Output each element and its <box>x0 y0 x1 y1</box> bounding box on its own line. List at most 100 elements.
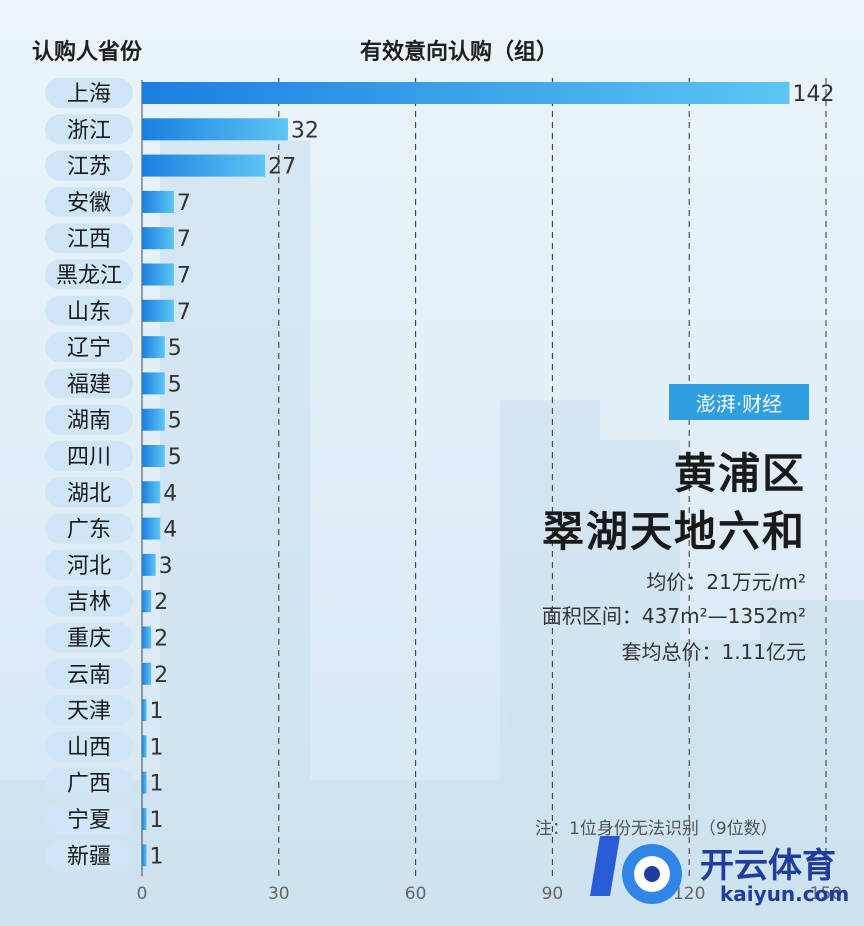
bar <box>142 808 147 830</box>
value-label: 32 <box>291 118 319 143</box>
bar <box>142 154 266 177</box>
category-pill <box>45 295 133 326</box>
x-tick-label: 90 <box>542 884 564 904</box>
bar <box>142 227 174 250</box>
category-label: 四川 <box>67 445 111 470</box>
bar <box>142 662 152 685</box>
category-label: 福建 <box>67 372 111 397</box>
district-title: 黄浦区 <box>673 449 806 498</box>
bar <box>142 82 790 104</box>
x-tick-label: 30 <box>268 884 290 904</box>
bar <box>142 626 152 649</box>
area-range: 面积区间：437m²—1352m² <box>541 604 806 628</box>
category-pill <box>45 695 133 726</box>
bar <box>142 263 174 286</box>
watermark-sub: kaiyun.com <box>720 882 850 906</box>
value-label: 4 <box>163 518 177 543</box>
category-label: 江苏 <box>67 155 111 180</box>
value-label: 1 <box>150 808 164 833</box>
category-label: 浙江 <box>67 118 111 143</box>
category-label: 宁夏 <box>67 808 111 833</box>
category-label: 广东 <box>67 518 111 543</box>
value-label: 142 <box>793 82 835 107</box>
value-label: 5 <box>168 409 182 434</box>
avg-price: 均价：21万元/m² <box>646 570 806 594</box>
bar <box>142 408 165 431</box>
category-pill <box>45 78 133 108</box>
category-label: 吉林 <box>67 590 111 615</box>
bar <box>142 299 174 322</box>
bar <box>142 517 161 540</box>
category-label: 河北 <box>67 554 111 579</box>
category-pill <box>45 332 133 363</box>
value-label: 5 <box>168 372 182 397</box>
category-label: 山西 <box>67 735 111 760</box>
category-pill <box>45 513 133 544</box>
x-tick-label: 150 <box>810 884 842 904</box>
bar <box>142 336 165 359</box>
value-label: 1 <box>150 772 164 797</box>
bar <box>142 445 165 467</box>
value-label: 7 <box>177 227 191 252</box>
value-label: 5 <box>168 445 182 470</box>
watermark-logo-icon <box>590 836 682 904</box>
category-label: 新疆 <box>67 844 111 869</box>
category-label: 江西 <box>67 227 111 252</box>
category-label: 上海 <box>67 82 111 107</box>
category-pill <box>45 767 133 798</box>
category-label: 黑龙江 <box>56 264 122 289</box>
bar <box>142 699 147 722</box>
value-label: 1 <box>150 735 164 760</box>
footnote: 注：1位身份无法识别（9位数） <box>535 819 778 839</box>
bar <box>142 553 156 576</box>
bar <box>142 372 165 395</box>
category-label: 天津 <box>67 699 111 724</box>
value-label: 27 <box>268 155 296 180</box>
bar <box>142 771 147 794</box>
paper-logo: 澎湃·财经 <box>669 384 809 420</box>
project-title: 翠湖天地六和 <box>541 507 806 556</box>
category-pill <box>45 441 133 471</box>
value-label: 2 <box>154 663 168 688</box>
value-label: 7 <box>177 191 191 216</box>
category-pill <box>45 477 133 508</box>
category-label: 山东 <box>67 300 111 325</box>
value-label: 2 <box>154 627 168 652</box>
category-pill <box>45 804 133 834</box>
bar <box>142 118 288 141</box>
category-header: 认购人省份 <box>32 40 143 65</box>
category-pill <box>45 586 133 617</box>
value-label: 1 <box>150 699 164 724</box>
category-pill <box>45 658 133 689</box>
category-pill <box>45 549 133 580</box>
value-label: 4 <box>163 481 177 506</box>
category-label: 广西 <box>67 772 111 797</box>
category-label: 湖北 <box>67 481 111 506</box>
category-pill <box>45 840 133 871</box>
value-label: 5 <box>168 336 182 361</box>
category-pill <box>45 223 133 254</box>
category-pill <box>45 259 133 290</box>
value-label: 2 <box>154 590 168 615</box>
category-pill <box>45 731 133 762</box>
category-pill <box>45 622 133 653</box>
category-label: 湖南 <box>67 409 111 434</box>
value-label: 7 <box>177 300 191 325</box>
value-header: 有效意向认购（组） <box>360 40 559 65</box>
category-label: 安徽 <box>67 191 111 216</box>
x-tick-label: 0 <box>137 884 148 904</box>
avg-total-price: 套均总价：1.11亿元 <box>621 640 806 664</box>
x-tick-label: 120 <box>673 884 705 904</box>
value-label: 1 <box>150 844 164 869</box>
value-label: 3 <box>159 554 173 579</box>
bar <box>142 844 147 867</box>
category-pill <box>45 186 133 217</box>
value-label: 7 <box>177 264 191 289</box>
category-label: 云南 <box>67 663 111 688</box>
category-pill <box>45 150 133 181</box>
category-pill <box>45 404 133 435</box>
category-label: 重庆 <box>67 627 111 652</box>
